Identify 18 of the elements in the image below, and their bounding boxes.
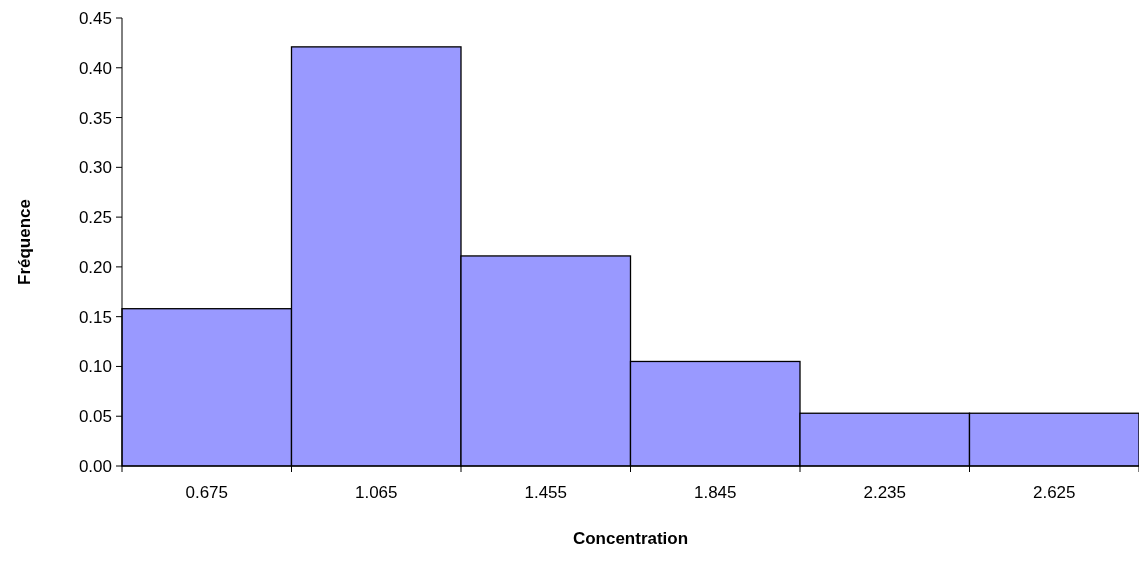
y-tick-label: 0.45	[78, 8, 112, 28]
y-tick-label: 0.30	[78, 158, 112, 178]
y-tick-label: 0.15	[78, 307, 112, 327]
y-tick-label: 0.35	[78, 108, 112, 128]
y-tick-label: 0.40	[78, 58, 112, 78]
y-tick-label: 0.10	[78, 357, 112, 377]
y-tick-label: 0.20	[78, 257, 112, 277]
x-tick-label: 2.235	[863, 483, 907, 502]
y-tick-label: 0.05	[78, 407, 112, 427]
x-tick-label: 1.065	[354, 483, 398, 502]
x-tick-label: 2.625	[1032, 483, 1076, 502]
y-tick-label: 0.00	[78, 456, 112, 476]
x-tick-label: 0.675	[185, 483, 229, 502]
x-axis-title: Concentration	[572, 529, 689, 548]
y-tick-label: 0.25	[78, 208, 112, 228]
y-axis-title: Fréquence	[15, 199, 34, 285]
x-tick-label: 1.455	[524, 483, 568, 502]
x-tick-label: 1.845	[693, 483, 737, 502]
